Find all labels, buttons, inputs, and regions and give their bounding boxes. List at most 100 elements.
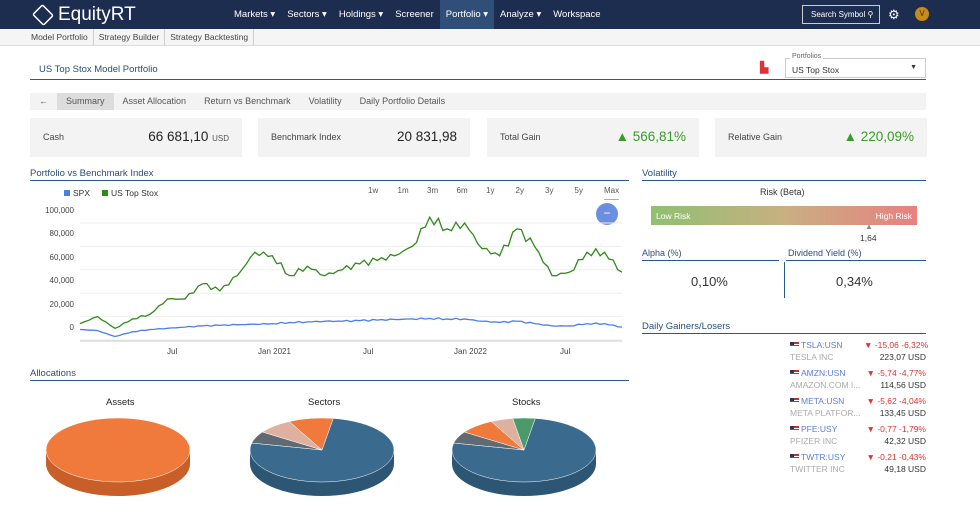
- company-name: TESLA INC: [790, 352, 834, 362]
- legend-label: SPX: [73, 188, 91, 198]
- nav-markets[interactable]: Markets ▾: [234, 9, 276, 20]
- zoom-out-button[interactable]: −: [596, 203, 618, 225]
- legend-us-top-stox[interactable]: US Top Stox: [102, 188, 158, 198]
- dividend-label: Dividend Yield (%): [788, 248, 862, 258]
- nav-sectors[interactable]: Sectors ▾: [287, 9, 327, 20]
- relative-gain-value: 220,09%: [860, 129, 914, 144]
- portfolio-select-value: US Top Stox: [792, 65, 840, 75]
- change-value: ▼ -5,74 -4,77%: [866, 368, 926, 378]
- gainer-item[interactable]: META:USN ▼ -5,62 -4,04% META PLATFOR... 133…: [790, 396, 926, 418]
- gainer-item[interactable]: AMZN:USN ▼ -5,74 -4,77% AMAZON.COM I... 114…: [790, 368, 926, 390]
- top-bar: EquityRT Markets ▾ Sectors ▾ Holdings ▾ …: [0, 0, 980, 29]
- legend-spx[interactable]: SPX: [64, 188, 90, 198]
- allocations-title: Allocations: [30, 368, 76, 379]
- ticker-link[interactable]: AMZN:USN: [801, 368, 846, 378]
- subnav-model-portfolio[interactable]: Model Portfolio: [26, 29, 94, 45]
- portfolio-select[interactable]: Portfolios US Top Stox ▼: [785, 53, 926, 78]
- x-tick-label: Jul: [560, 347, 571, 356]
- settings-icon[interactable]: ⚙: [888, 7, 900, 22]
- range-1y[interactable]: 1y: [486, 186, 495, 195]
- y-tick-label: 0: [69, 323, 74, 332]
- avatar[interactable]: V: [915, 7, 929, 21]
- pie-title-sectors: Sectors: [308, 397, 341, 408]
- gainer-item[interactable]: TSLA:USN ▼ -15,06 -6,32% TESLA INC 223,07 U…: [790, 340, 928, 362]
- total-gain-card: Total Gain ▲ 566,81%: [487, 118, 699, 157]
- y-tick-label: 40,000: [49, 276, 74, 286]
- range-1w[interactable]: 1w: [368, 186, 379, 195]
- company-name: AMAZON.COM I...: [790, 380, 861, 390]
- change-value: ▼ -15,06 -6,32%: [864, 340, 929, 350]
- line-chart: [79, 215, 623, 342]
- ticker-link[interactable]: PFE:USY: [801, 424, 838, 434]
- legend-label: US Top Stox: [111, 188, 159, 198]
- nav-holdings[interactable]: Holdings ▾: [338, 9, 384, 20]
- card-label: Total Gain: [500, 132, 541, 142]
- ticker-link[interactable]: TWTR:USY: [801, 452, 846, 462]
- search-icon: ⚲: [867, 10, 874, 19]
- beta-value: 1,64: [860, 233, 877, 243]
- risk-label: Risk (Beta): [760, 187, 805, 197]
- range-1m[interactable]: 1m: [397, 186, 409, 195]
- card-label: Benchmark Index: [271, 132, 342, 142]
- back-arrow-icon[interactable]: ←: [39, 96, 48, 106]
- x-tick-label: Jul: [167, 347, 178, 356]
- range-Max[interactable]: Max: [604, 186, 620, 200]
- nav-screener[interactable]: Screener: [395, 9, 434, 20]
- company-name: PFIZER INC: [790, 436, 838, 446]
- change-value: ▼ -0,21 -0,43%: [866, 452, 926, 462]
- tab-daily-portfolio-details[interactable]: Daily Portfolio Details: [359, 96, 446, 106]
- dividend-value: 0,34%: [836, 274, 873, 289]
- search-symbol-input[interactable]: Search Symbol ⚲: [802, 5, 880, 24]
- ticker-link[interactable]: TSLA:USN: [801, 340, 843, 350]
- change-value: ▼ -5,62 -4,04%: [866, 396, 926, 406]
- legend-swatch: [102, 190, 108, 196]
- tab-asset-allocation[interactable]: Asset Allocation: [122, 96, 187, 106]
- subnav-strategy-builder[interactable]: Strategy Builder: [94, 29, 166, 45]
- range-3y[interactable]: 3y: [545, 186, 554, 195]
- range-3m[interactable]: 3m: [427, 186, 439, 195]
- pie-title-assets: Assets: [106, 397, 135, 408]
- nav-analyze[interactable]: Analyze ▾: [500, 9, 542, 20]
- divider: [30, 380, 629, 381]
- price-value: 223,07 USD: [879, 352, 926, 362]
- subnav-strategy-backtesting[interactable]: Strategy Backtesting: [165, 29, 255, 45]
- low-risk-label: Low Risk: [656, 211, 691, 221]
- card-value: ▲ 220,09%: [844, 129, 914, 144]
- card-label: Relative Gain: [728, 132, 783, 142]
- gainers-title: Daily Gainers/Losers: [642, 321, 731, 332]
- tab-bar: ← Summary Asset Allocation Return vs Ben…: [30, 93, 926, 110]
- nav-portfolio[interactable]: Portfolio ▾: [439, 0, 495, 29]
- pdf-icon[interactable]: ▙: [760, 62, 769, 74]
- price-value: 133,45 USD: [879, 408, 926, 418]
- price-value: 114,56 USD: [880, 380, 926, 390]
- main-nav: Markets ▾ Sectors ▾ Holdings ▾ Screener …: [228, 0, 607, 29]
- alpha-label: Alpha (%): [642, 248, 682, 258]
- nav-workspace[interactable]: Workspace: [553, 9, 601, 20]
- page-title: US Top Stox Model Portfolio: [39, 64, 158, 75]
- x-tick-label: Jul: [363, 347, 374, 356]
- range-5y[interactable]: 5y: [574, 186, 583, 195]
- benchmark-card: Benchmark Index 20 831,98: [258, 118, 470, 157]
- series-spx: [79, 317, 623, 338]
- series-us-top-stox: [79, 215, 623, 330]
- pie-title-stocks: Stocks: [512, 397, 541, 408]
- logo[interactable]: EquityRT: [31, 3, 136, 27]
- divider: [30, 79, 926, 80]
- gainer-item[interactable]: PFE:USY ▼ -0,77 -1,79% PFIZER INC 42,32 USD: [790, 424, 926, 446]
- tab-summary[interactable]: Summary: [57, 93, 114, 110]
- us-flag-icon: [790, 454, 799, 460]
- x-tick-label: Jan 2022: [454, 347, 487, 356]
- price-value: 42,32 USD: [884, 436, 926, 446]
- range-2y[interactable]: 2y: [515, 186, 524, 195]
- tab-volatility[interactable]: Volatility: [308, 96, 342, 106]
- tab-return-vs-benchmark[interactable]: Return vs Benchmark: [204, 96, 291, 106]
- change-value: ▼ -0,77 -1,79%: [866, 424, 926, 434]
- range-6m[interactable]: 6m: [456, 186, 468, 195]
- chart-title: Portfolio vs Benchmark Index: [30, 168, 154, 179]
- company-name: TWITTER INC: [790, 464, 845, 474]
- ticker-link[interactable]: META:USN: [801, 396, 845, 406]
- card-label: Cash: [43, 132, 65, 142]
- gainer-item[interactable]: TWTR:USY ▼ -0,21 -0,43% TWITTER INC 49,18 U…: [790, 452, 926, 474]
- beta-marker-icon: ▲: [865, 222, 873, 231]
- card-value: 20 831,98: [396, 129, 457, 144]
